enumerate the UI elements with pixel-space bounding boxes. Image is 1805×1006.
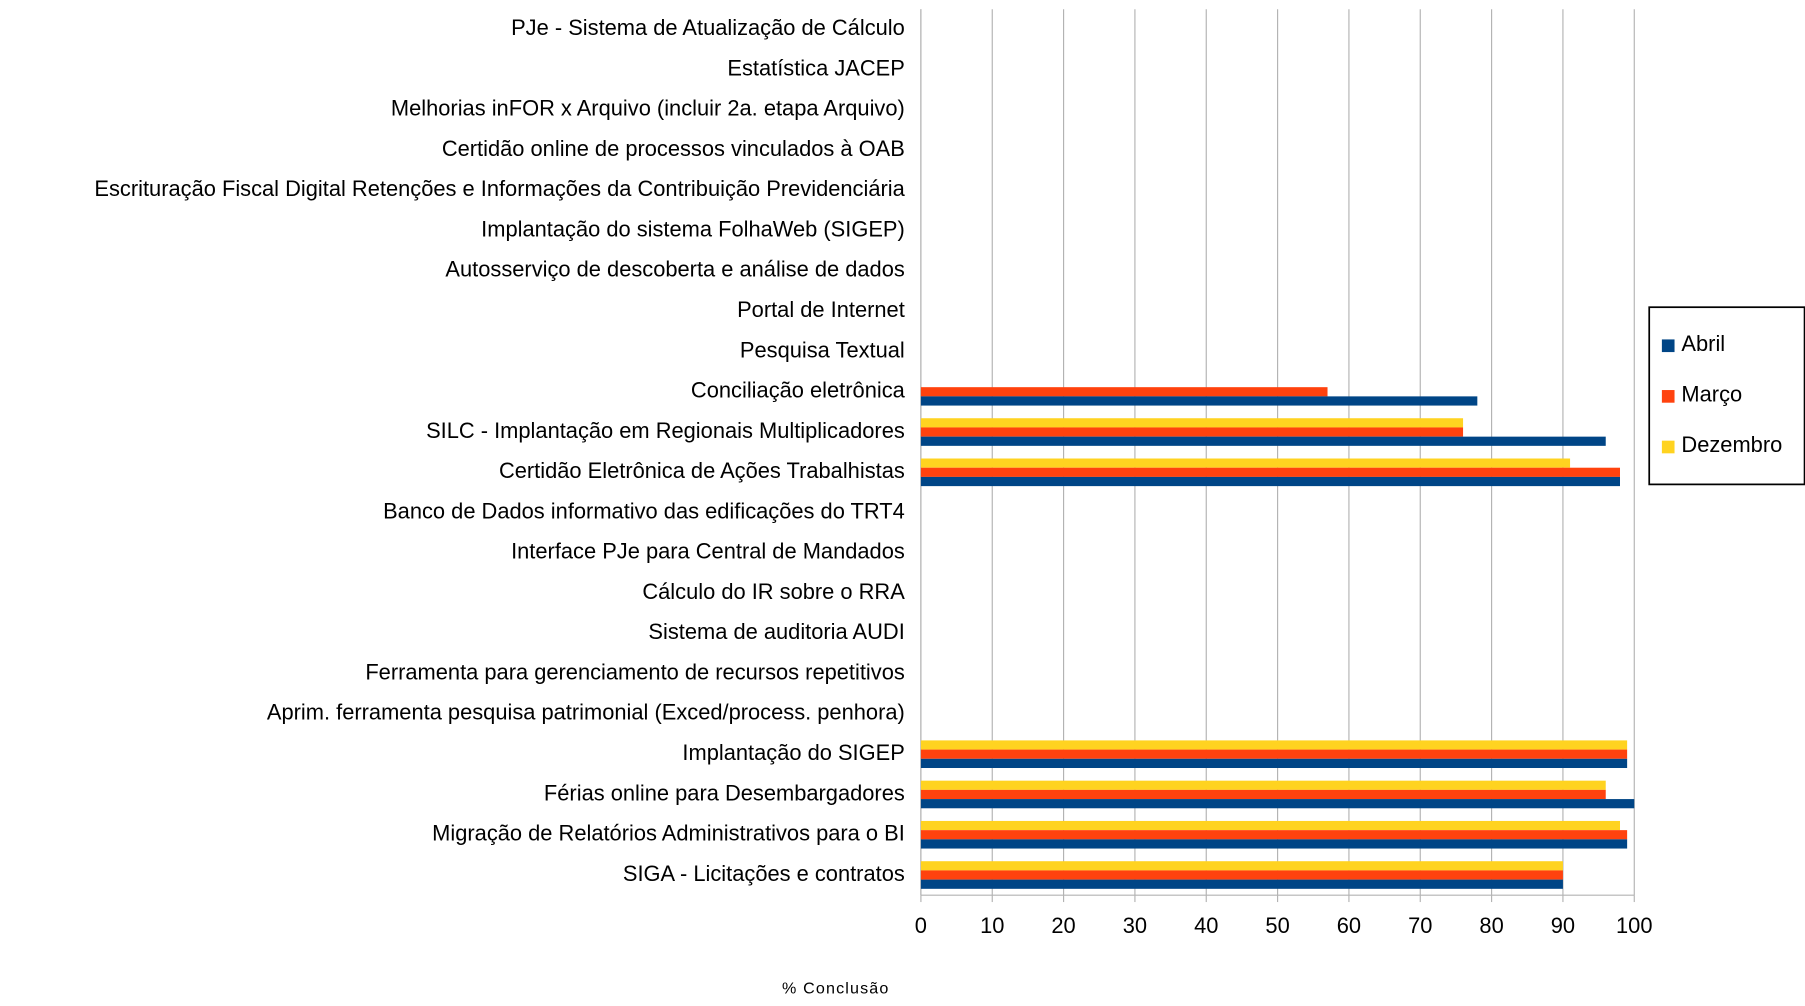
x-tick-label: 60 (1337, 913, 1361, 938)
y-tick-label: Implantação do SIGEP (682, 740, 904, 765)
legend-label: Março (1681, 382, 1742, 407)
bar (920, 758, 1628, 769)
bar (920, 476, 1620, 487)
x-tick-label: 90 (1551, 913, 1575, 938)
x-tick-label: 30 (1123, 913, 1147, 938)
x-axis-label: % Conclusão (782, 980, 889, 998)
y-tick-label: Interface PJe para Central de Mandados (511, 539, 905, 564)
bar (920, 799, 1635, 809)
bar (920, 780, 1606, 790)
bar (920, 427, 1464, 437)
y-tick-label: Certidão Eletrônica de Ações Trabalhista… (499, 458, 905, 483)
y-tick-label: Pesquisa Textual (740, 337, 905, 362)
bar (920, 740, 1628, 750)
y-tick-label: Aprim. ferramenta pesquisa patrimonial (… (267, 700, 905, 725)
bar (920, 387, 1328, 397)
y-tick-label: Portal de Internet (737, 297, 905, 322)
bar (920, 396, 1478, 406)
x-tick-label: 40 (1194, 913, 1218, 938)
bar (920, 861, 1563, 871)
legend-swatch (1661, 440, 1675, 454)
x-tick-label: 100 (1616, 913, 1652, 938)
bar (920, 458, 1571, 468)
y-tick-label: Ferramenta para gerenciamento de recurso… (365, 659, 905, 684)
bar (920, 879, 1563, 889)
bar (920, 839, 1628, 849)
bar (920, 870, 1563, 880)
bar (920, 830, 1628, 840)
x-tick-label: 50 (1265, 913, 1289, 938)
y-tick-label: SILC - Implantação em Regionais Multipli… (426, 418, 905, 443)
legend-label: Dezembro (1681, 432, 1782, 457)
y-tick-label: Certidão online de processos vinculados … (442, 136, 905, 161)
bar (920, 418, 1464, 428)
x-tick-label: 70 (1408, 913, 1432, 938)
x-tick-label: 0 (915, 913, 927, 938)
y-tick-label: Banco de Dados informativo das edificaçõ… (383, 498, 905, 523)
legend-label: Abril (1681, 331, 1725, 356)
bar (920, 467, 1620, 477)
legend-swatch (1661, 390, 1675, 403)
y-tick-label: Melhorias inFOR x Arquivo (incluir 2a. e… (391, 96, 905, 121)
legend-box (1648, 306, 1805, 486)
y-tick-label: Conciliação eletrônica (691, 378, 906, 403)
y-tick-label: Sistema de auditoria AUDI (648, 619, 904, 644)
x-tick-label: 20 (1051, 913, 1075, 938)
y-tick-label: Migração de Relatórios Administrativos p… (432, 821, 905, 846)
legend-swatch (1661, 339, 1675, 353)
y-tick-label: Estatística JACEP (727, 55, 904, 80)
y-tick-label: Escrituração Fiscal Digital Retenções e … (94, 176, 905, 201)
x-tick-label: 80 (1479, 913, 1503, 938)
bar (920, 789, 1606, 800)
y-tick-label: Cálculo do IR sobre o RRA (642, 579, 905, 604)
y-tick-label: SIGA - Licitações e contratos (623, 861, 905, 886)
y-tick-label: Férias online para Desembargadores (544, 780, 905, 805)
bar (920, 820, 1620, 831)
bar (920, 749, 1628, 759)
y-tick-label: Implantação do sistema FolhaWeb (SIGEP) (481, 216, 905, 241)
bar (920, 436, 1606, 446)
y-tick-label: PJe - Sistema de Atualização de Cálculo (511, 15, 905, 40)
y-tick-label: Autosserviço de descoberta e análise de … (445, 257, 904, 282)
x-tick-label: 10 (980, 913, 1004, 938)
